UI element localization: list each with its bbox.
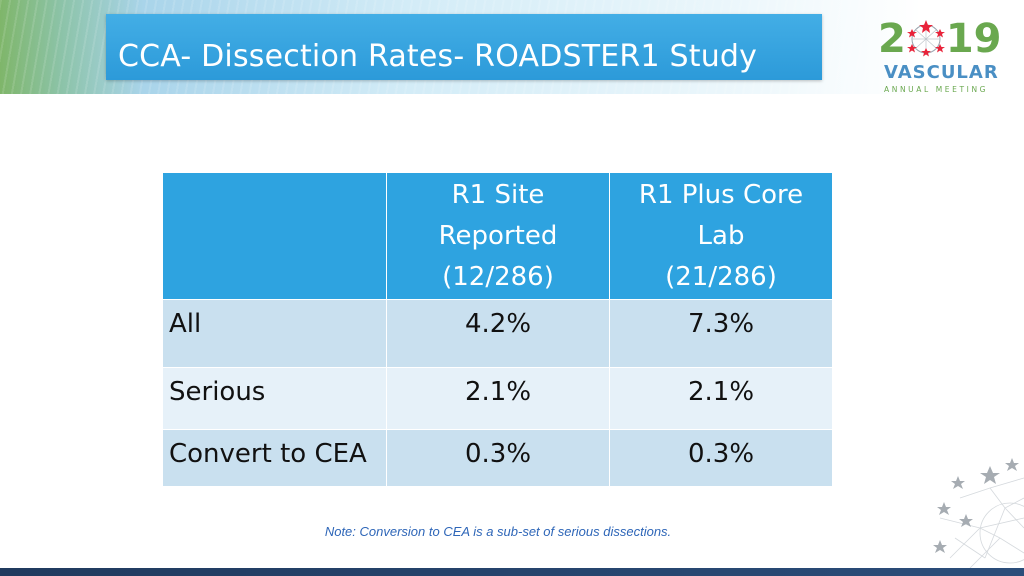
slide-title: CCA- Dissection Rates- ROADSTER1 Study (118, 39, 758, 74)
row-label: All (162, 299, 387, 368)
site-reported-value: 2.1% (386, 367, 610, 430)
header-empty-cell (162, 172, 387, 300)
row-label: Convert to CEA (162, 429, 387, 487)
table-header-row: R1 Site Reported (12/286) R1 Plus Core L… (162, 172, 833, 300)
logo-subtitle: ANNUAL MEETING (884, 85, 989, 94)
decorative-stars-graphic (933, 458, 1024, 568)
header-line: (12/286) (442, 261, 554, 292)
core-lab-value: 0.3% (609, 429, 833, 487)
logo-year-left: 2 (878, 16, 906, 62)
dissection-rates-table: R1 Site Reported (12/286) R1 Plus Core L… (162, 172, 833, 487)
header-line: (21/286) (665, 261, 777, 292)
table-row: Serious 2.1% 2.1% (162, 367, 833, 430)
core-lab-value: 7.3% (609, 299, 833, 368)
header-line: Reported (438, 220, 558, 251)
vascular-meeting-logo: 2 19 VASCULAR ANNUAL MEETING (878, 18, 1006, 98)
star-globe-icon (906, 20, 945, 57)
core-lab-value: 2.1% (609, 367, 833, 430)
site-reported-value: 0.3% (386, 429, 610, 487)
header-line: Lab (697, 220, 745, 251)
table-row: Convert to CEA 0.3% 0.3% (162, 429, 833, 487)
title-box: CCA- Dissection Rates- ROADSTER1 Study (106, 14, 822, 80)
logo-year-right: 19 (945, 16, 1002, 62)
row-label: Serious (162, 367, 387, 430)
footnote: Note: Conversion to CEA is a sub-set of … (324, 524, 672, 539)
logo-year: 2 19 (878, 18, 1002, 60)
header-site-reported: R1 Site Reported (12/286) (386, 172, 610, 300)
bottom-bar (0, 568, 1024, 576)
header-core-lab: R1 Plus Core Lab (21/286) (609, 172, 833, 300)
header-line: R1 Plus Core (638, 179, 804, 210)
table-row: All 4.2% 7.3% (162, 299, 833, 368)
header-line: R1 Site (451, 179, 545, 210)
logo-name: VASCULAR (884, 62, 999, 83)
site-reported-value: 4.2% (386, 299, 610, 368)
